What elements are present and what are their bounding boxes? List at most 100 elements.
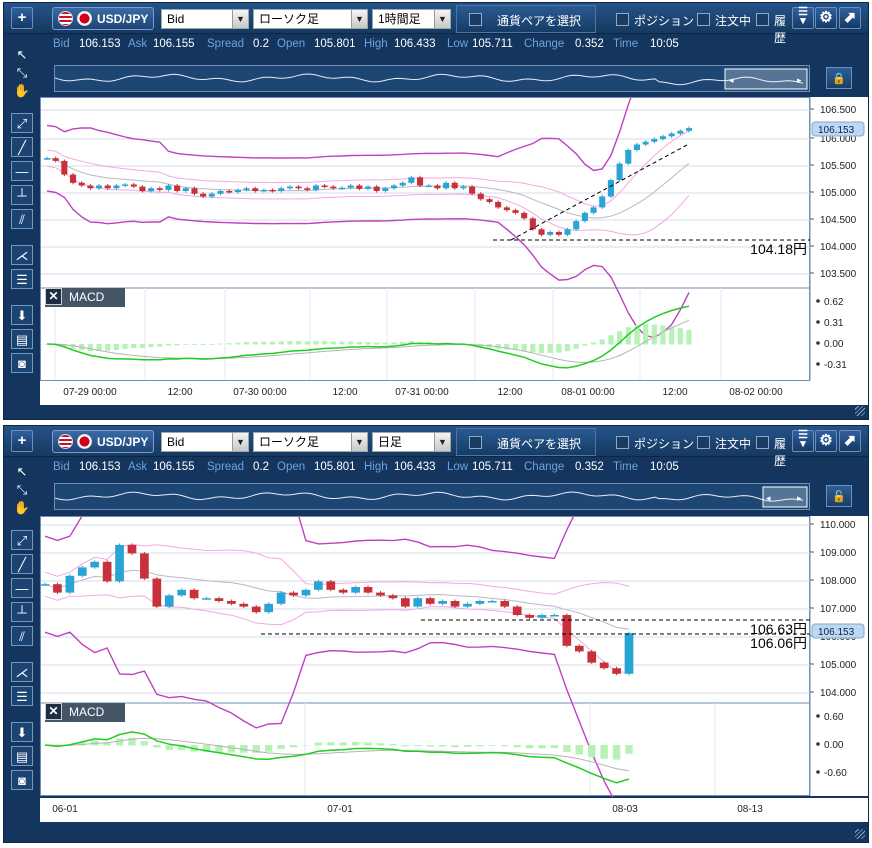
delete-tool-icon[interactable]: ⬇ (11, 722, 33, 742)
trendline-tool-icon[interactable]: ⤢ (11, 530, 33, 550)
open-value: 105.801 (314, 461, 356, 473)
macd-histogram-bar (587, 745, 596, 758)
chart-type-select[interactable]: ローソク足 ▼ (253, 432, 368, 452)
macd-histogram-bar (476, 745, 484, 747)
macd-histogram-bar (547, 344, 553, 354)
macd-tick-label: 0.00 (824, 740, 844, 751)
popout-icon[interactable]: ⬈ (839, 430, 861, 452)
candle-body (564, 229, 571, 235)
price-tick-label: 104.500 (820, 215, 857, 226)
time-value: 10:05 (650, 38, 679, 50)
line-tool-icon[interactable]: ╱ (11, 554, 33, 574)
candle-body (43, 158, 51, 160)
price-chart[interactable]: 106.63円 106.06円 ✕ MACD (29, 447, 811, 806)
cross-cursor-icon[interactable]: ⤡ (16, 482, 28, 497)
macd-histogram-bar (304, 341, 310, 345)
price-chart[interactable]: 104.18円 ✕ MACD (40, 30, 811, 381)
timeframe-select[interactable]: 1時間足 ▼ (372, 9, 451, 29)
fibonacci-tool-icon[interactable]: ☰ (11, 686, 33, 706)
pair-checkbox[interactable] (469, 13, 482, 26)
order-checkbox[interactable] (697, 436, 710, 449)
add-chart-button[interactable]: + (11, 430, 33, 452)
candle-body (555, 232, 562, 235)
menu-icon[interactable]: ☰ ▾ (792, 7, 814, 29)
macd-tick-dot (816, 742, 820, 746)
chevron-down-icon: ▼ (434, 10, 450, 28)
macd-histogram-bar (525, 745, 534, 749)
hline-tool-icon[interactable]: ― (11, 161, 33, 181)
candle-body (388, 595, 398, 599)
current-price-badge (811, 623, 865, 639)
candle-body (512, 606, 522, 615)
popout-icon[interactable]: ⬈ (839, 7, 861, 29)
candle-body (382, 188, 389, 191)
delete-tool-icon[interactable]: ⬇ (11, 305, 33, 325)
camera-icon[interactable]: ◙ (11, 770, 33, 790)
candle-body (87, 185, 94, 189)
candle-body (338, 187, 346, 190)
pair-select-button[interactable]: 通貨ペアを選択 (456, 428, 596, 456)
fan-tool-icon[interactable]: ⋌ (11, 662, 33, 682)
macd-histogram-bar (599, 339, 605, 345)
channel-tool-icon[interactable]: ⫽ (11, 626, 33, 646)
hand-icon[interactable]: ✋ (13, 500, 31, 515)
price-type-select[interactable]: Bid ▼ (161, 432, 249, 452)
gear-icon[interactable]: ⚙ (815, 7, 837, 29)
order-checkbox[interactable] (697, 13, 710, 26)
candle-body (227, 601, 236, 604)
cursor-icon[interactable]: ↖ (16, 464, 28, 479)
trendline-tool-icon[interactable]: ⤢ (11, 113, 33, 133)
cross-cursor-icon[interactable]: ⤡ (16, 65, 28, 80)
resize-handle-icon[interactable] (855, 829, 865, 839)
macd-histogram-bar (261, 341, 267, 345)
gear-icon[interactable]: ⚙ (815, 430, 837, 452)
macd-tick-label: 0.62 (824, 297, 844, 308)
lock-scroll-button[interactable]: 🔒 (826, 67, 852, 89)
price-tick-label: 104.000 (820, 688, 857, 699)
vline-tool-icon[interactable]: ┴ (11, 185, 33, 205)
macd-histogram-bar (521, 344, 527, 351)
line-tool-icon[interactable]: ╱ (11, 137, 33, 157)
add-chart-button[interactable]: + (11, 7, 33, 29)
history-checkbox[interactable] (756, 436, 769, 449)
unlock-scroll-button[interactable]: 🔓 (826, 485, 852, 507)
macd-histogram-bar (643, 324, 649, 345)
bollinger-band-line (44, 543, 630, 595)
candle-body (685, 128, 693, 131)
close-icon[interactable]: ✕ (45, 288, 62, 305)
timeframe-select[interactable]: 日足 ▼ (372, 432, 451, 452)
hand-icon[interactable]: ✋ (13, 83, 31, 98)
hline-tool-icon[interactable]: ― (11, 578, 33, 598)
macd-title: MACD (69, 705, 105, 719)
symbol-button[interactable]: USD/JPY (52, 430, 154, 453)
camera-icon[interactable]: ◙ (11, 353, 33, 373)
navigator-scrollbar[interactable]: ◂ ▸ (54, 65, 810, 92)
pair-checkbox[interactable] (469, 436, 482, 449)
candle-body (487, 601, 497, 603)
chart-type-select[interactable]: ローソク足 ▼ (253, 9, 368, 29)
resize-handle-icon[interactable] (855, 406, 865, 416)
fan-tool-icon[interactable]: ⋌ (11, 245, 33, 265)
position-checkbox[interactable] (616, 436, 629, 449)
close-icon[interactable]: ✕ (45, 703, 62, 720)
candle-body (425, 598, 435, 604)
fibonacci-tool-icon[interactable]: ☰ (11, 269, 33, 289)
time-tick-label: 08-03 (612, 804, 638, 815)
macd-histogram-bar (322, 341, 328, 345)
candle-body (177, 589, 187, 596)
list-icon[interactable]: ▤ (11, 329, 33, 349)
list-icon[interactable]: ▤ (11, 746, 33, 766)
position-checkbox[interactable] (616, 13, 629, 26)
pair-select-button[interactable]: 通貨ペアを選択 (456, 5, 596, 33)
candle-body (495, 201, 502, 208)
navigator-scrollbar[interactable]: ◂ ▸ (54, 483, 810, 510)
menu-icon[interactable]: ☰ ▾ (792, 430, 814, 452)
symbol-button[interactable]: USD/JPY (52, 7, 154, 30)
macd-tick-label: 0.60 (824, 712, 844, 723)
vline-tool-icon[interactable]: ┴ (11, 602, 33, 622)
cursor-icon[interactable]: ↖ (16, 47, 28, 62)
time-tick-label: 07-30 00:00 (233, 387, 287, 398)
price-type-select[interactable]: Bid ▼ (161, 9, 249, 29)
channel-tool-icon[interactable]: ⫽ (11, 209, 33, 229)
history-checkbox[interactable] (756, 13, 769, 26)
